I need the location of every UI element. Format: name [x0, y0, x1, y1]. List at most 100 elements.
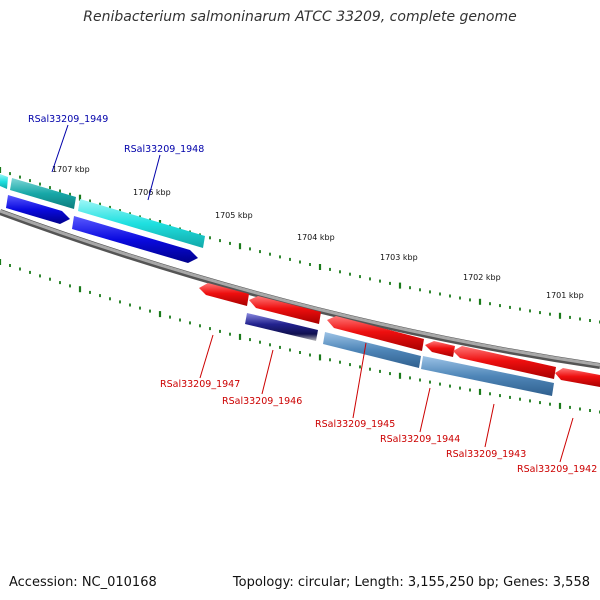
- gene-feature-red[interactable]: [453, 346, 556, 379]
- major-tick: [558, 312, 562, 319]
- minor-tick: [359, 365, 361, 369]
- gene-label[interactable]: RSal33209_1949: [28, 114, 108, 125]
- minor-tick: [409, 376, 411, 380]
- minor-tick: [329, 267, 331, 271]
- major-tick: [238, 243, 242, 250]
- gene-label[interactable]: RSal33209_1942: [517, 464, 597, 475]
- kbp-label: 1706 kbp: [133, 188, 171, 197]
- major-tick: [558, 402, 562, 409]
- gene-label[interactable]: RSal33209_1946: [222, 396, 302, 407]
- minor-tick: [589, 409, 591, 412]
- minor-tick: [99, 294, 101, 298]
- minor-tick: [199, 324, 201, 328]
- callout-line: [147, 154, 161, 201]
- minor-tick: [119, 300, 121, 304]
- callout-line: [352, 342, 367, 419]
- minor-tick: [19, 175, 21, 179]
- minor-tick: [139, 306, 141, 310]
- minor-tick: [59, 281, 61, 285]
- gene-feature-red[interactable]: [199, 283, 249, 306]
- minor-tick: [189, 321, 191, 325]
- minor-tick: [349, 363, 351, 367]
- minor-tick: [69, 192, 71, 196]
- minor-tick: [279, 255, 281, 259]
- major-tick: [0, 259, 2, 265]
- major-tick: [398, 282, 402, 289]
- gene-feature-blue[interactable]: [72, 216, 198, 263]
- minor-tick: [339, 360, 341, 364]
- gene-label[interactable]: RSal33209_1944: [380, 434, 460, 445]
- major-tick: [398, 372, 402, 379]
- accession-text: Accession: NC_010168: [9, 575, 157, 590]
- gene-feature-steel[interactable]: [323, 332, 421, 368]
- minor-tick: [249, 338, 251, 342]
- minor-tick: [9, 264, 11, 267]
- minor-tick: [109, 205, 111, 209]
- minor-tick: [469, 298, 471, 302]
- minor-tick: [219, 239, 221, 243]
- minor-tick: [169, 315, 171, 319]
- minor-tick: [509, 305, 511, 309]
- minor-tick: [439, 292, 441, 296]
- minor-tick: [449, 294, 451, 298]
- gene-label[interactable]: RSal33209_1948: [124, 144, 204, 155]
- kbp-label: 1701 kbp: [546, 291, 584, 300]
- gene-feature-cyan-left[interactable]: [0, 174, 8, 189]
- minor-tick: [329, 358, 331, 362]
- minor-tick: [179, 318, 181, 322]
- gene-labels: RSal33209_1949 RSal33209_1948 RSal33209_…: [28, 114, 597, 475]
- minor-tick: [29, 270, 31, 274]
- minor-tick: [259, 340, 261, 344]
- callout-line: [199, 334, 214, 379]
- minor-tick: [89, 290, 91, 294]
- minor-tick: [99, 202, 101, 206]
- major-tick: [478, 298, 482, 305]
- gene-feature-cyan[interactable]: [78, 199, 205, 248]
- minor-tick: [569, 405, 571, 409]
- gene-feature-red[interactable]: [327, 316, 424, 351]
- minor-tick: [429, 290, 431, 294]
- gene-feature-navy[interactable]: [245, 313, 318, 341]
- callouts: [51, 124, 574, 463]
- minor-tick: [279, 345, 281, 349]
- forward-features: [0, 174, 205, 263]
- minor-tick: [499, 394, 501, 398]
- major-tick: [478, 388, 482, 395]
- major-tick: [158, 311, 162, 318]
- gene-feature-red[interactable]: [425, 341, 455, 357]
- gene-feature-teal[interactable]: [10, 178, 76, 209]
- major-tick: [318, 354, 322, 361]
- minor-tick: [339, 270, 341, 274]
- callout-line: [261, 349, 274, 395]
- gene-feature-blue-left[interactable]: [6, 195, 70, 224]
- minor-tick: [269, 343, 271, 347]
- map-title: Renibacterium salmoninarum ATCC 33209, c…: [83, 9, 517, 25]
- minor-tick: [449, 384, 451, 388]
- minor-tick: [409, 286, 411, 290]
- gene-feature-steel[interactable]: [421, 356, 554, 396]
- gene-feature-red[interactable]: [555, 368, 600, 387]
- major-tick: [78, 194, 82, 201]
- minor-tick: [489, 392, 491, 396]
- gene-label[interactable]: RSal33209_1945: [315, 419, 395, 430]
- minor-tick: [489, 302, 491, 306]
- minor-tick: [289, 257, 291, 261]
- minor-tick: [119, 209, 121, 213]
- minor-tick: [539, 311, 541, 315]
- gene-label[interactable]: RSal33209_1943: [446, 449, 526, 460]
- minor-tick: [519, 397, 521, 401]
- genome-backbone-highlight: [0, 209, 600, 367]
- minor-tick: [229, 241, 231, 245]
- major-tick: [78, 286, 82, 293]
- minor-tick: [309, 263, 311, 266]
- minor-tick: [589, 319, 591, 322]
- minor-tick: [39, 274, 41, 278]
- minor-tick: [309, 353, 311, 357]
- minor-tick: [229, 332, 231, 336]
- minor-tick: [19, 267, 21, 271]
- gene-label[interactable]: RSal33209_1947: [160, 379, 240, 390]
- minor-tick: [299, 351, 301, 354]
- gene-feature-red[interactable]: [249, 296, 321, 324]
- minor-tick: [389, 281, 391, 285]
